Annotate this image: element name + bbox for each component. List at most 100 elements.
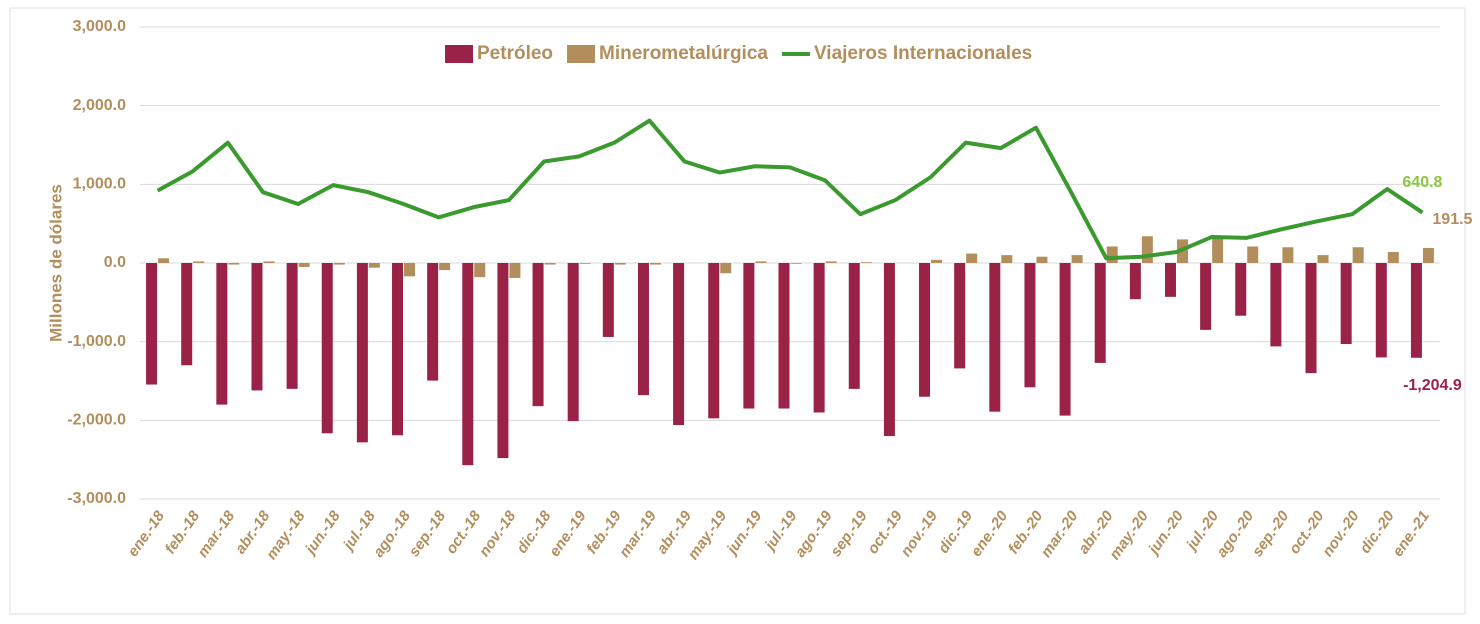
bar <box>1094 263 1106 363</box>
bar <box>743 263 755 409</box>
bar <box>579 263 591 264</box>
bar <box>298 263 310 267</box>
bar <box>544 263 556 265</box>
legend-swatch <box>567 45 596 63</box>
bar <box>1375 263 1387 358</box>
bar <box>720 263 732 274</box>
bar <box>509 263 521 278</box>
x-tick-label: nov.-18 <box>476 507 520 560</box>
bar <box>193 261 205 263</box>
bar <box>931 259 943 263</box>
bar <box>883 263 895 437</box>
bar <box>427 263 439 381</box>
bar <box>146 263 158 385</box>
x-tick-label: ene.-20 <box>968 507 1012 560</box>
data-label: 640.8 <box>1402 174 1442 191</box>
bar <box>228 263 240 265</box>
bar <box>1282 247 1294 263</box>
x-tick-label: ene.-19 <box>546 507 590 560</box>
bar <box>954 263 966 369</box>
bar <box>860 262 872 263</box>
data-label: 191.5 <box>1432 211 1472 228</box>
x-tick-label: jun.-18 <box>301 507 344 559</box>
bar <box>321 263 333 434</box>
bar <box>1212 237 1224 263</box>
y-tick-label: 2,000.0 <box>73 97 126 114</box>
bar <box>567 263 579 422</box>
bar <box>989 263 1001 412</box>
bar <box>673 263 685 426</box>
bar <box>790 263 802 264</box>
y-tick-label: -2,000.0 <box>67 412 126 429</box>
data-label: -1,204.9 <box>1403 377 1462 394</box>
bar <box>1071 255 1083 263</box>
bar <box>1422 247 1434 263</box>
x-tick-label: sep.-20 <box>1249 507 1293 560</box>
y-tick-label: -3,000.0 <box>67 490 126 507</box>
bar <box>1247 246 1259 263</box>
bar <box>755 261 767 263</box>
y-tick-label: 0.0 <box>104 254 126 271</box>
x-tick-label: nov.-20 <box>1319 507 1363 560</box>
x-tick-label: mar.-18 <box>194 507 238 560</box>
x-tick-label: sep.-19 <box>827 507 871 560</box>
x-tick-label: mar.-20 <box>1038 507 1082 560</box>
bar <box>1129 263 1141 300</box>
bar <box>966 253 978 263</box>
bar <box>1270 263 1282 347</box>
bar <box>1036 256 1048 263</box>
bar <box>158 258 170 263</box>
bar <box>1352 247 1364 263</box>
bar <box>614 263 626 265</box>
bar <box>286 263 298 389</box>
bar <box>1410 263 1422 358</box>
bar <box>392 263 404 436</box>
bar <box>1387 251 1399 263</box>
bar <box>848 263 860 389</box>
y-tick-label: 3,000.0 <box>73 18 126 35</box>
bar <box>439 263 451 271</box>
bar <box>1001 255 1013 263</box>
bar <box>216 263 228 405</box>
bar <box>778 263 790 409</box>
x-tick-label: mar.-19 <box>616 507 660 560</box>
bar <box>919 263 931 397</box>
bar <box>404 263 416 277</box>
bar <box>462 263 474 466</box>
legend-label: Petróleo <box>477 43 553 64</box>
bar <box>333 263 345 265</box>
y-tick-label: -1,000.0 <box>67 333 126 350</box>
bar <box>825 261 837 263</box>
bar <box>708 263 720 419</box>
bar <box>368 263 380 268</box>
x-tick-label: ene.-21 <box>1389 508 1433 560</box>
bar <box>602 263 614 337</box>
legend-label: Viajeros Internacionales <box>814 43 1032 64</box>
bar <box>813 263 825 413</box>
legend-label: Minerometalúrgica <box>599 43 768 64</box>
bar <box>637 263 649 396</box>
x-tick-label: ene.-18 <box>125 507 169 560</box>
bar <box>497 263 509 459</box>
y-tick-label: 1,000.0 <box>73 176 126 193</box>
bar <box>356 263 368 443</box>
bar <box>251 263 263 391</box>
y-axis-label: Millones de dólares <box>46 184 65 342</box>
bar <box>1141 236 1153 263</box>
bar <box>532 263 544 407</box>
x-tick-label: sep.-18 <box>406 507 450 560</box>
bar <box>1305 263 1317 374</box>
x-tick-label: jun.-20 <box>1144 507 1187 559</box>
bar <box>1164 263 1176 297</box>
x-tick-label: jun.-19 <box>723 507 766 559</box>
legend-swatch <box>445 45 473 63</box>
bar <box>1317 255 1329 263</box>
bar <box>1340 263 1352 345</box>
bar <box>1059 263 1071 416</box>
bar <box>649 263 661 265</box>
bar <box>1106 246 1118 263</box>
bar <box>181 263 193 366</box>
bar <box>263 261 275 263</box>
frame <box>9 7 1466 615</box>
